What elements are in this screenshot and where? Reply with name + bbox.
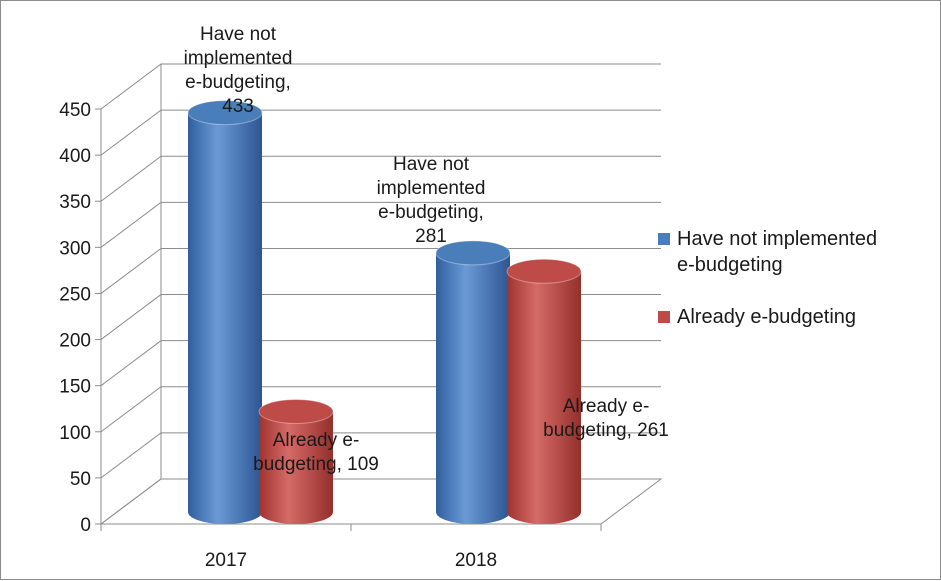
data-label: Have not implemented e-budgeting, 433 bbox=[184, 24, 293, 117]
y-tick-label: 300 bbox=[59, 238, 91, 259]
gridline bbox=[100, 201, 661, 248]
bar-not-implemented-2018 bbox=[435, 240, 511, 524]
bar-already-2018 bbox=[506, 258, 582, 524]
data-label: Already e-budgeting, 109 bbox=[253, 430, 379, 475]
cylinder-body bbox=[188, 112, 262, 524]
y-tick-label: 350 bbox=[59, 192, 91, 213]
gridline bbox=[100, 155, 661, 202]
legend-swatch bbox=[658, 311, 670, 323]
gridline bbox=[100, 63, 661, 110]
legend-swatch bbox=[658, 233, 670, 245]
gridline bbox=[100, 109, 661, 156]
cylinder-top bbox=[506, 258, 582, 284]
y-tick-label: 0 bbox=[80, 515, 91, 536]
plot-walls bbox=[100, 63, 663, 525]
bars bbox=[187, 100, 582, 524]
x-tick-label: 2017 bbox=[205, 550, 247, 571]
x-tick-label: 2018 bbox=[455, 550, 497, 571]
legend-item: Already e-budgeting bbox=[658, 306, 856, 328]
y-tick-label: 100 bbox=[59, 423, 91, 444]
y-tick-label: 50 bbox=[70, 469, 91, 490]
legend: Have not implemented e-budgeting Already e… bbox=[658, 228, 877, 328]
y-tick-label: 250 bbox=[59, 284, 91, 305]
y-tick-label: 200 bbox=[59, 331, 91, 352]
bar-already-2017 bbox=[258, 398, 334, 524]
data-label: Already e-budgeting, 261 bbox=[543, 396, 669, 441]
cylinder-top bbox=[435, 240, 511, 266]
y-tick-label: 150 bbox=[59, 377, 91, 398]
legend-item: Have not implemented e-budgeting bbox=[658, 228, 877, 276]
cylinder-top bbox=[187, 100, 263, 126]
y-axis: 0 50 100 150 200 250 300 350 400 450 bbox=[59, 100, 102, 536]
y-tick-label: 450 bbox=[59, 100, 91, 121]
bar-not-implemented-2017 bbox=[187, 100, 263, 524]
y-tick-label: 400 bbox=[59, 146, 91, 167]
legend-label: Already e-budgeting bbox=[677, 306, 856, 328]
data-labels: Have not implemented e-budgeting, 433 Alread… bbox=[184, 24, 669, 475]
cylinder-body bbox=[259, 411, 333, 524]
cylinder-body bbox=[507, 271, 581, 524]
x-axis: 2017 2018 bbox=[100, 523, 602, 571]
cylinder-top bbox=[258, 398, 334, 424]
legend-label: Have not implemented e-budgeting bbox=[677, 228, 877, 276]
data-label: Have not implemented e-budgeting, 281 bbox=[377, 154, 486, 247]
cylinder-body bbox=[436, 252, 510, 524]
